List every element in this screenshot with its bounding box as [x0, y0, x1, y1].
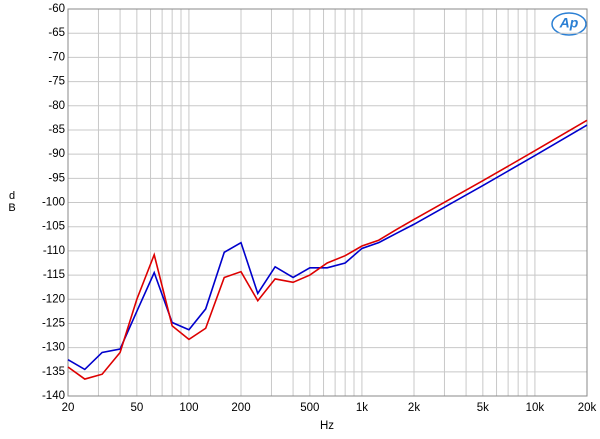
x-tick-label: 10k — [526, 402, 545, 414]
x-tick-label: 200 — [231, 402, 250, 414]
y-tick-label: -115 — [43, 269, 65, 281]
y-tick-label: -130 — [42, 342, 65, 354]
y-tick-label: -110 — [43, 245, 65, 257]
y-tick-label: -100 — [42, 197, 65, 209]
y-tick-label: -135 — [42, 366, 65, 378]
y-tick-label: -125 — [42, 317, 65, 329]
plot-frame — [67, 8, 588, 397]
x-tick-label: 100 — [179, 402, 198, 414]
y-tick-label: -75 — [48, 76, 65, 88]
y-tick-label: -95 — [48, 172, 65, 184]
y-tick-label: -80 — [48, 100, 65, 112]
x-tick-label: 1k — [356, 402, 368, 414]
logo-badge — [551, 12, 587, 36]
x-tick-label: 2k — [408, 402, 420, 414]
y-tick-label: -60 — [48, 3, 65, 15]
y-tick-label: -120 — [42, 293, 65, 305]
y-tick-label: -85 — [48, 124, 65, 136]
y-tick-label: -65 — [48, 27, 65, 39]
series-line — [67, 119, 588, 380]
y-axis-label: dB — [6, 190, 18, 214]
x-tick-label: 5k — [477, 402, 489, 414]
x-axis-label: Hz — [320, 420, 334, 432]
series-line — [67, 124, 588, 371]
x-tick-label: 20 — [62, 402, 75, 414]
y-tick-label: -70 — [48, 51, 65, 63]
y-tick-label: -105 — [42, 221, 65, 233]
logo: Ap — [559, 15, 579, 31]
x-tick-label: 20k — [578, 402, 597, 414]
x-tick-label: 50 — [130, 402, 143, 414]
y-tick-label: -140 — [42, 390, 65, 402]
x-tick-label: 500 — [300, 402, 319, 414]
y-tick-label: -90 — [48, 148, 65, 160]
